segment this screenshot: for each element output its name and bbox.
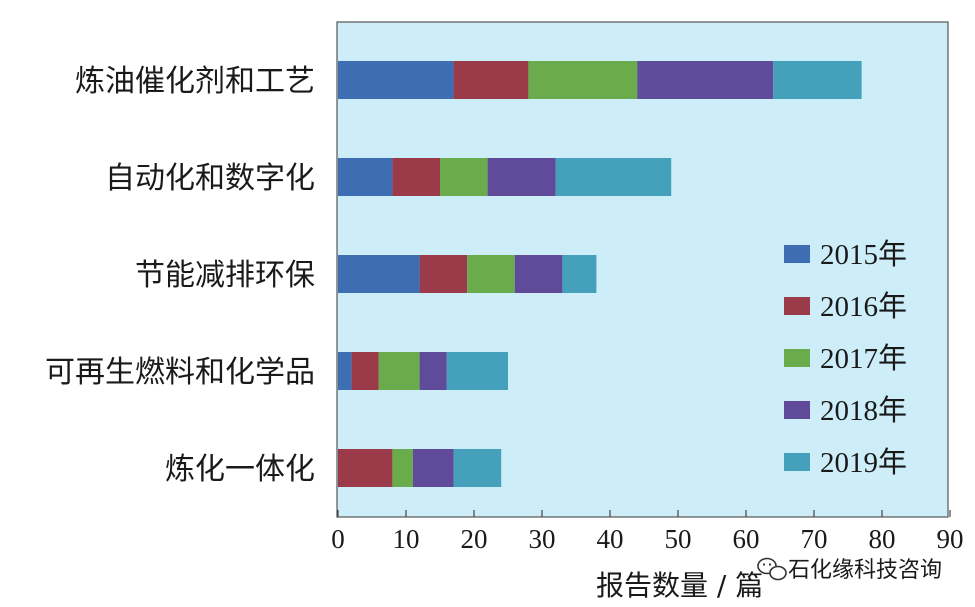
bar-segment <box>412 449 454 487</box>
legend-swatch <box>784 401 810 419</box>
bar-segment <box>562 255 597 293</box>
x-axis: 0 10 20 30 40 50 60 70 80 90 <box>331 510 964 554</box>
bar-segment <box>487 158 556 196</box>
category-label: 炼化一体化 <box>165 452 315 487</box>
bar-segment <box>419 352 447 390</box>
legend-swatch <box>784 245 810 263</box>
bar-segment <box>555 158 672 196</box>
bar-segment <box>453 61 529 99</box>
legend-label: 2015年 <box>820 238 907 271</box>
bar-segment <box>453 449 502 487</box>
bar-segment <box>637 61 774 99</box>
bar-segment <box>338 449 393 487</box>
bar-segment <box>338 61 454 99</box>
x-tick-label: 40 <box>597 524 624 554</box>
bar-segment <box>514 255 563 293</box>
x-tick-label: 50 <box>665 524 692 554</box>
bar-segment <box>392 158 440 196</box>
x-tick-label: 60 <box>733 524 760 554</box>
x-tick-label: 20 <box>461 524 488 554</box>
x-tick-label: 0 <box>331 524 345 554</box>
watermark-text: 石化缘科技咨询 <box>788 558 942 583</box>
bar-segment <box>338 352 352 390</box>
bars-layer <box>338 61 862 487</box>
bar-segment <box>440 158 488 196</box>
category-label: 炼油催化剂和工艺 <box>75 64 315 99</box>
legend-label: 2017年 <box>820 342 907 375</box>
x-tick-label: 30 <box>529 524 556 554</box>
bar-segment <box>419 255 468 293</box>
x-tick-label: 70 <box>801 524 828 554</box>
watermark: 石化缘科技咨询 <box>757 557 942 583</box>
legend-swatch <box>784 453 810 471</box>
bar-segment <box>467 255 515 293</box>
legend-label: 2019年 <box>820 446 907 479</box>
bar-segment <box>338 158 393 196</box>
bar-segment <box>378 352 420 390</box>
category-label: 自动化和数字化 <box>105 161 315 196</box>
legend-label: 2018年 <box>820 394 907 427</box>
category-label: 可再生燃料和化学品 <box>45 355 315 390</box>
wechat-icon <box>757 557 787 581</box>
legend-swatch <box>784 349 810 367</box>
legend-label: 2016年 <box>820 290 907 323</box>
legend: 2015年 2016年 2017年 2018年 2019年 <box>784 238 907 479</box>
bar-segment <box>773 61 862 99</box>
x-tick-label: 90 <box>937 524 964 554</box>
bar-segment <box>351 352 379 390</box>
category-label: 节能减排环保 <box>135 258 315 293</box>
x-tick-label: 80 <box>869 524 896 554</box>
bar-segment <box>446 352 508 390</box>
x-axis-title: 报告数量 / 篇 <box>596 569 763 602</box>
legend-swatch <box>784 297 810 315</box>
bar-segment <box>528 61 638 99</box>
x-tick-label: 10 <box>393 524 420 554</box>
bar-segment <box>338 255 420 293</box>
bar-segment <box>392 449 413 487</box>
